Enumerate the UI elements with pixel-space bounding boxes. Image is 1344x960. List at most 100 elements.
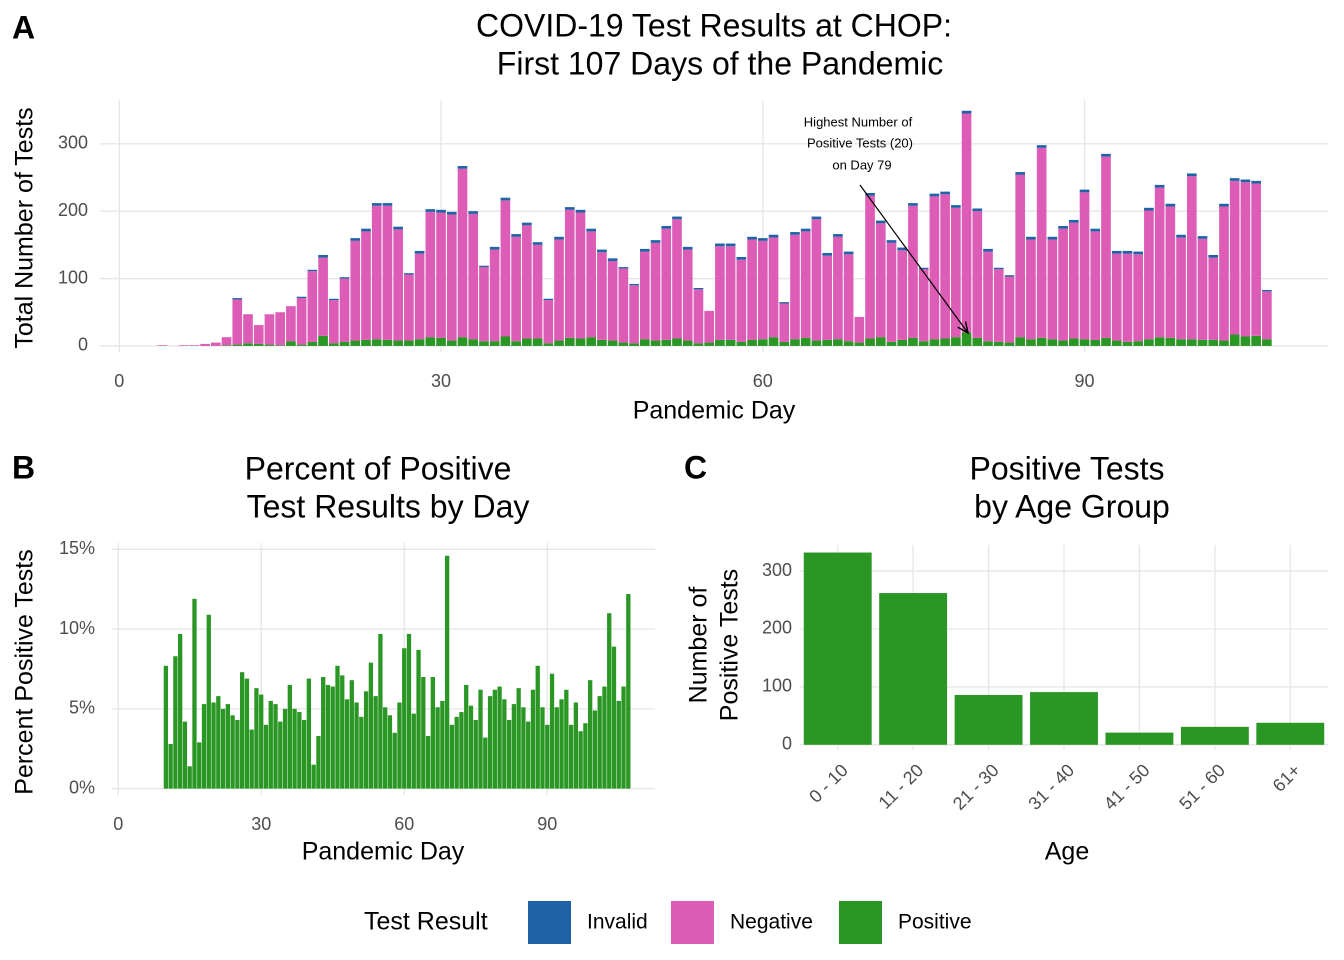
bar-segment <box>618 267 629 269</box>
bar <box>492 689 497 789</box>
bar <box>535 665 540 789</box>
bar-segment <box>597 339 607 346</box>
bar <box>397 702 402 789</box>
bar-segment <box>661 228 672 340</box>
annotation: Positive Tests (20) <box>807 135 913 150</box>
bar-segment <box>1122 341 1133 346</box>
bar-segment <box>393 226 403 230</box>
bar-segment <box>1133 254 1143 342</box>
bar-segment <box>350 240 361 341</box>
bar-segment <box>1079 339 1090 346</box>
bar-segment <box>468 213 479 340</box>
bar-segment <box>875 223 886 338</box>
bar-segment <box>564 207 575 210</box>
bar <box>187 766 192 789</box>
bar-segment <box>446 211 457 215</box>
bar-segment <box>650 240 661 243</box>
bar <box>483 737 488 789</box>
bar-segment <box>661 226 672 229</box>
bar <box>607 613 612 789</box>
bar-segment <box>693 343 704 346</box>
bar-segment <box>715 243 725 247</box>
bar <box>373 696 378 789</box>
bar <box>363 691 369 789</box>
bar-segment <box>511 341 521 346</box>
bar-segment <box>822 339 832 346</box>
bar-segment <box>489 246 500 250</box>
bar-segment <box>661 339 672 346</box>
bar <box>259 694 264 789</box>
bar-segment <box>414 339 425 346</box>
bar-segment <box>1262 339 1272 346</box>
bar-segment <box>1090 339 1101 346</box>
bar <box>278 721 283 789</box>
bar-segment <box>940 191 950 195</box>
bar-segment <box>693 289 704 344</box>
bar <box>497 686 502 789</box>
bar <box>588 680 593 789</box>
bar-segment <box>500 197 511 201</box>
legend-title: Test Result <box>364 908 488 936</box>
bar-segment <box>597 249 607 253</box>
bar-segment <box>843 254 854 342</box>
bar-segment <box>318 335 328 346</box>
bar-segment <box>897 250 908 340</box>
bar-segment <box>500 336 511 346</box>
bar-segment <box>1240 179 1251 183</box>
bar-segment <box>736 259 747 342</box>
bar-segment <box>1111 340 1122 346</box>
bar-segment <box>672 338 682 346</box>
bar-segment <box>1101 153 1111 157</box>
bar-segment <box>1015 174 1026 338</box>
bar-segment <box>328 300 339 344</box>
bar-segment <box>436 209 446 213</box>
bar-segment <box>425 209 436 212</box>
bar-segment <box>639 251 650 340</box>
bar-segment <box>318 257 328 336</box>
bar-segment <box>833 234 843 237</box>
bar-segment <box>747 239 757 340</box>
bar-segment <box>1197 238 1208 340</box>
bar <box>516 688 521 789</box>
bar <box>225 704 230 789</box>
bar-segment <box>865 192 875 196</box>
bar <box>1180 726 1249 745</box>
bar <box>402 648 407 789</box>
bar-segment <box>586 231 597 338</box>
bar-segment <box>554 236 564 240</box>
bar <box>502 699 507 789</box>
bar-segment <box>1208 339 1219 346</box>
bar-segment <box>790 234 800 340</box>
legend: Invalid Negative Positive <box>528 901 972 944</box>
bar-segment <box>983 341 993 346</box>
bar-segment <box>1068 338 1079 346</box>
bar-segment <box>307 271 318 342</box>
bar-segment <box>1036 337 1047 346</box>
y-tick-label: 100 <box>762 676 792 696</box>
legend-swatch <box>528 901 571 944</box>
bar-segment <box>1068 222 1079 339</box>
bar <box>573 702 579 789</box>
panel-label: B <box>12 449 35 485</box>
bar-segment <box>200 343 210 346</box>
bar-segment <box>479 267 489 342</box>
bar <box>487 696 493 789</box>
bar-segment <box>414 250 425 254</box>
x-tick-label: 41 - 50 <box>1100 760 1154 814</box>
bar-segment <box>532 244 543 339</box>
x-tick-label: 30 <box>431 371 451 391</box>
x-tick-label: 0 - 10 <box>805 760 852 807</box>
bar <box>235 720 240 789</box>
bar <box>216 696 221 789</box>
bar-segment <box>1144 207 1154 211</box>
bar-segment <box>328 343 339 346</box>
bar-segment <box>382 205 393 340</box>
bar-segment <box>1197 339 1208 346</box>
bar-segment <box>275 345 286 346</box>
bar-segment <box>1090 231 1101 340</box>
bar-segment <box>1122 250 1133 254</box>
bar-segment <box>725 243 736 247</box>
bar-segment <box>564 209 575 338</box>
bar-segment <box>543 298 554 301</box>
panel-label: C <box>684 449 707 485</box>
